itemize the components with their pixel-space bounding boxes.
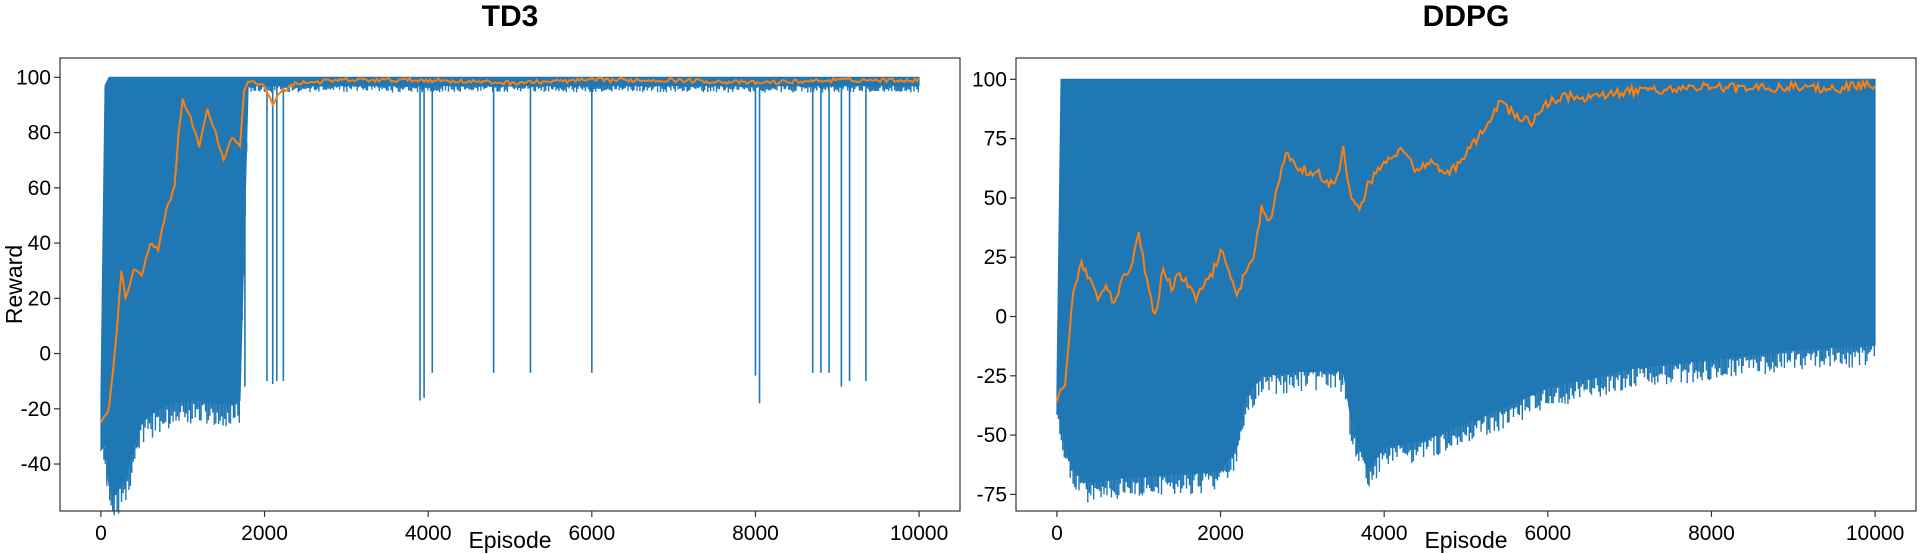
td3-moving-average-line xyxy=(99,76,920,424)
ddpg-y-tick-label: 25 xyxy=(984,246,1007,269)
td3-title: TD3 xyxy=(482,0,539,33)
td3-x-tick-label: 6000 xyxy=(568,522,615,545)
ddpg-y-tick-label: -75 xyxy=(977,483,1007,506)
td3-plot-area xyxy=(99,76,920,516)
ddpg-panel: DDPG Episode 0 2000 4000 6000 8000 10000 -75-… xyxy=(972,0,1917,553)
td3-ylabel: Reward xyxy=(1,245,27,324)
ddpg-x-tick-label: 4000 xyxy=(1361,522,1408,545)
td3-y-tick-label: 80 xyxy=(28,122,51,145)
ddpg-y-tick-label: 100 xyxy=(972,68,1007,91)
ddpg-x-axis: 0 2000 4000 6000 8000 10000 xyxy=(1051,511,1904,545)
ddpg-plot-area xyxy=(1055,77,1876,503)
td3-x-axis: 0 2000 4000 6000 8000 10000 xyxy=(95,511,948,545)
td3-x-tick-label: 8000 xyxy=(732,522,779,545)
ddpg-raw-reward-noise xyxy=(1056,345,1875,503)
td3-x-tick-label: 2000 xyxy=(241,522,288,545)
ddpg-y-axis: -75 -50 -25 0 25 50 75 100 xyxy=(972,68,1016,506)
ddpg-xlabel: Episode xyxy=(1424,527,1507,553)
td3-x-tick-label: 0 xyxy=(95,522,107,545)
td3-xlabel: Episode xyxy=(468,527,551,553)
ddpg-raw-reward-envelope xyxy=(1056,78,1876,484)
ddpg-axes-frame xyxy=(1015,57,1917,512)
td3-y-tick-label: 100 xyxy=(16,66,51,89)
ddpg-moving-average-line xyxy=(1055,77,1876,403)
td3-x-tick-label: 4000 xyxy=(405,522,452,545)
ddpg-y-tick-label: 50 xyxy=(984,187,1007,210)
td3-y-tick-label: 20 xyxy=(28,287,51,310)
td3-y-tick-label: -40 xyxy=(21,453,51,476)
td3-raw-reward-envelope xyxy=(100,76,920,499)
td3-panel: TD3 Episode Reward 0 2000 4000 6000 8000 1000… xyxy=(1,0,961,553)
ddpg-x-tick-label: 10000 xyxy=(1846,522,1904,545)
ddpg-y-tick-label: -25 xyxy=(977,365,1007,388)
ddpg-x-tick-label: 2000 xyxy=(1197,522,1244,545)
ddpg-x-tick-label: 8000 xyxy=(1688,522,1735,545)
td3-x-tick-label: 10000 xyxy=(890,522,948,545)
ddpg-title: DDPG xyxy=(1423,0,1510,33)
td3-y-tick-label: -20 xyxy=(21,398,51,421)
ddpg-x-tick-label: 0 xyxy=(1051,522,1063,545)
td3-y-tick-label: 40 xyxy=(28,232,51,255)
td3-y-axis: -40 -20 0 20 40 60 80 100 xyxy=(16,66,60,476)
td3-y-tick-label: 0 xyxy=(39,343,51,366)
ddpg-y-tick-label: 75 xyxy=(984,128,1007,151)
ddpg-y-tick-label: -50 xyxy=(977,424,1007,447)
td3-y-tick-label: 60 xyxy=(28,177,51,200)
ddpg-x-tick-label: 6000 xyxy=(1524,522,1571,545)
ddpg-y-tick-label: 0 xyxy=(995,306,1007,329)
td3-axes-frame xyxy=(59,57,961,512)
